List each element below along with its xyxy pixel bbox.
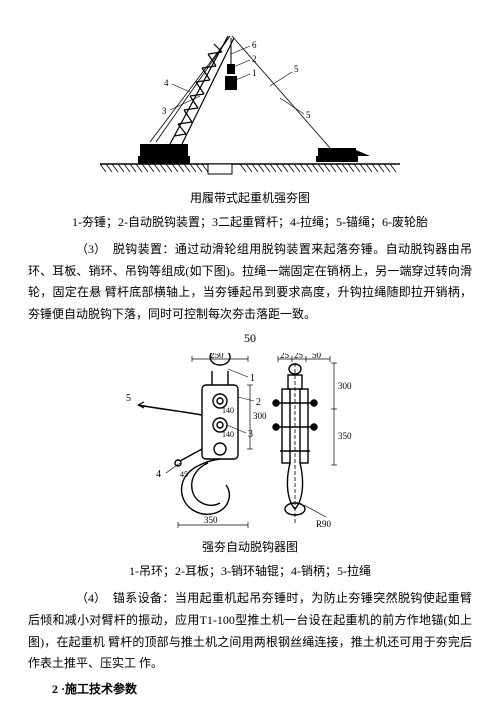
- section-heading-2: 2 ·施工技术参数: [28, 679, 472, 701]
- svg-text:350: 350: [204, 515, 218, 525]
- svg-text:3: 3: [162, 106, 167, 116]
- svg-text:25: 25: [280, 353, 290, 360]
- svg-text:25: 25: [294, 353, 304, 360]
- paragraph-3: （3） 脱钩装置：通过动滑轮组用脱钩装置来起落夯锤。自动脱钩器由吊环、耳板、销环…: [28, 239, 472, 325]
- figure1-caption: 用履带式起重机强夯图: [28, 188, 472, 210]
- svg-text:5: 5: [294, 64, 299, 74]
- para4-num: （4）: [52, 588, 106, 610]
- svg-text:6: 6: [252, 40, 257, 50]
- svg-text:4: 4: [156, 469, 161, 480]
- figure2-legend: 1-吊环；2-耳板；3-销环轴锟；4-销柄；5-拉绳: [28, 561, 472, 583]
- svg-text:300: 300: [338, 381, 352, 391]
- svg-text:350: 350: [338, 431, 352, 441]
- figure1-legend: 1-夯锤；2-自动脱钩装置；3二起重臂杆；4-拉绳；5-锚绳；6-废轮胎: [28, 212, 472, 234]
- page-number: 50: [28, 328, 472, 350]
- svg-text:250: 250: [210, 353, 224, 360]
- svg-text:140: 140: [222, 430, 234, 439]
- svg-text:2: 2: [252, 54, 257, 64]
- crane-svg: 1 2 3 4 5 5 6: [100, 24, 400, 184]
- svg-text:50: 50: [312, 353, 322, 360]
- figure-hook: 250 252550 300 350 140 140 300 350 R90 4…: [28, 353, 472, 533]
- hook-svg: 250 252550 300 350 140 140 300 350 R90 4…: [120, 353, 380, 533]
- svg-text:1: 1: [252, 68, 257, 78]
- svg-text:5: 5: [126, 393, 131, 404]
- svg-text:2: 2: [256, 397, 261, 408]
- svg-text:45: 45: [180, 470, 188, 479]
- para3-num: （3）: [52, 239, 106, 261]
- svg-text:1: 1: [250, 373, 255, 384]
- figure-crane: 1 2 3 4 5 5 6: [28, 24, 472, 184]
- svg-text:3: 3: [248, 429, 253, 440]
- svg-text:R90: R90: [316, 519, 332, 529]
- svg-text:140: 140: [222, 406, 234, 415]
- svg-text:300: 300: [253, 411, 267, 421]
- paragraph-4: （4） 锚系设备：当用起重机起吊夯锤时，为防止夯锤突然脱钩使起重臂后倾和减小对臂…: [28, 588, 472, 674]
- svg-text:5: 5: [306, 110, 311, 120]
- svg-text:4: 4: [164, 78, 169, 88]
- figure2-caption: 强夯自动脱钩器图: [28, 537, 472, 559]
